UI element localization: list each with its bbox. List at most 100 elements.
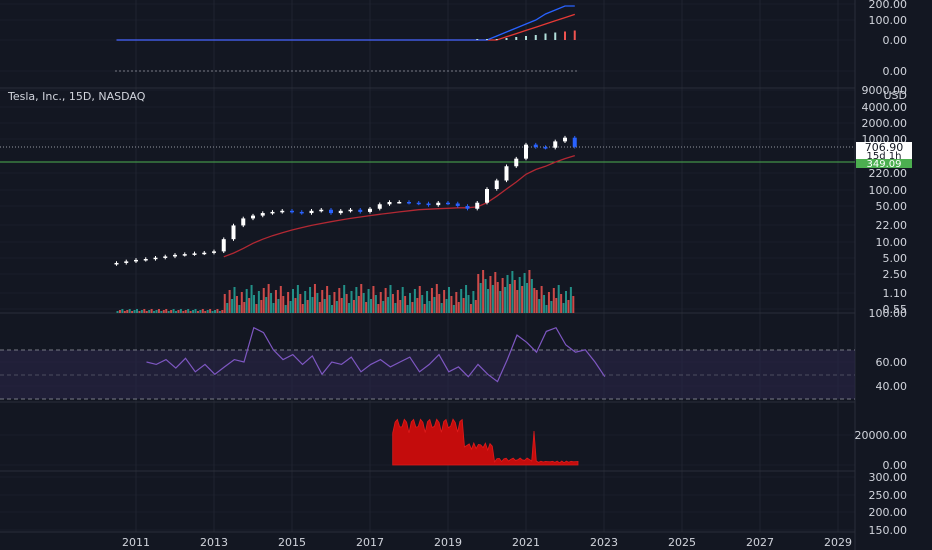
countdown-badge <box>856 151 912 161</box>
volume-bar <box>404 296 407 313</box>
volume-bar <box>508 284 511 313</box>
candle-body <box>533 144 538 148</box>
volume-bar <box>221 310 224 313</box>
time-tick-label: 2023 <box>590 536 618 549</box>
volume-bar <box>204 311 207 313</box>
volume-bar <box>426 291 429 313</box>
time-axis[interactable]: 2011 2013 2015 2017 2019 2021 2023 2025 2027 2029 <box>122 536 852 549</box>
candle-body <box>251 215 255 219</box>
price-tick-label: 2000.00 <box>862 117 908 130</box>
volume-bar <box>418 286 421 313</box>
volume-bar <box>201 309 204 313</box>
candle-body <box>358 209 363 212</box>
volume-bar <box>128 309 131 313</box>
volume-bar <box>343 285 346 313</box>
volume-bar <box>345 294 348 313</box>
volume-bar <box>547 292 550 313</box>
time-tick-label: 2011 <box>122 536 150 549</box>
volume-bar <box>357 296 360 313</box>
volume-bar <box>499 291 502 313</box>
hline-value-badge <box>856 159 912 168</box>
candle-body <box>192 253 197 255</box>
volume-bar <box>569 287 572 313</box>
histogram-bar <box>573 30 576 40</box>
candle-body <box>416 202 421 205</box>
time-tick-label: 2025 <box>668 536 696 549</box>
volume-bar <box>155 310 158 313</box>
candle-body <box>260 213 265 216</box>
volume-bar <box>189 311 192 313</box>
volume-bar <box>172 309 175 313</box>
volume-bar <box>538 299 541 313</box>
volume-bar <box>452 305 455 313</box>
candle-body <box>241 218 246 226</box>
volume-bars <box>116 270 575 313</box>
area-tick-label: 0.00 <box>883 459 908 472</box>
volume-bar <box>136 309 138 313</box>
histogram-bar <box>554 32 557 40</box>
candle-body <box>280 210 285 213</box>
candle-body <box>153 257 158 260</box>
volume-bar <box>131 311 134 313</box>
countdown-label: 15d 1h <box>867 151 902 162</box>
volume-bar <box>265 297 268 313</box>
candle-body <box>290 210 294 213</box>
candle-body <box>455 203 460 206</box>
volume-bar <box>318 302 321 313</box>
volume-bar <box>175 311 177 313</box>
volume-bar <box>179 309 182 313</box>
volume-bar <box>118 310 121 313</box>
volume-bar <box>255 304 258 313</box>
volume-bar <box>491 285 494 313</box>
volume-bar <box>469 304 472 313</box>
volume-bar <box>465 285 468 313</box>
top-tick-label: 100.00 <box>869 14 908 27</box>
volume-bar <box>530 279 533 313</box>
volume-bar <box>421 295 424 313</box>
volume-bar <box>211 311 214 313</box>
volume-bar <box>411 302 414 313</box>
volume-bar <box>138 311 141 313</box>
price-axis[interactable]: 200.00 100.00 0.00 0.00 9000.00 4000.00 2000.0… <box>855 0 908 537</box>
volume-bar <box>192 310 195 313</box>
top-tick-label: 0.00 <box>883 65 908 78</box>
volume-bar <box>504 287 507 313</box>
volume-bar <box>379 292 382 313</box>
volume-bar <box>487 289 489 313</box>
volume-bar <box>214 310 216 313</box>
volume-bar <box>484 279 487 313</box>
volume-bar <box>272 303 275 313</box>
volume-bar <box>296 285 299 313</box>
volume-bar <box>196 311 199 313</box>
volume-bar <box>284 305 287 313</box>
time-tick-label: 2013 <box>200 536 228 549</box>
area-tick-label: 20000.00 <box>855 429 908 442</box>
volume-bar <box>194 309 197 313</box>
hline-value-label: 349.09 <box>867 159 902 170</box>
volume-bar <box>482 270 485 313</box>
volume-bar <box>516 290 519 313</box>
candle-body <box>543 147 548 149</box>
volume-bar <box>321 290 324 313</box>
candle-body <box>338 210 343 214</box>
price-tick-label: 100.00 <box>869 184 908 197</box>
volume-bar <box>250 285 253 313</box>
volume-bar <box>311 297 314 313</box>
price-tick-label: 4000.00 <box>862 101 908 114</box>
volume-bar <box>430 288 433 313</box>
candle-body <box>163 256 168 258</box>
volume-bar <box>433 297 436 313</box>
volume-bar <box>304 291 307 313</box>
candle-body <box>134 259 138 262</box>
volume-bar <box>365 302 368 313</box>
price-tick-label: 9000.00 <box>862 84 908 97</box>
time-tick-label: 2017 <box>356 536 384 549</box>
volume-bar <box>177 310 180 313</box>
histogram-bar <box>534 35 537 40</box>
volume-bar <box>496 282 499 313</box>
histogram-bar <box>564 31 566 40</box>
volume-bar <box>360 284 363 313</box>
candle-body <box>397 201 402 204</box>
moving-average-line <box>223 154 575 258</box>
